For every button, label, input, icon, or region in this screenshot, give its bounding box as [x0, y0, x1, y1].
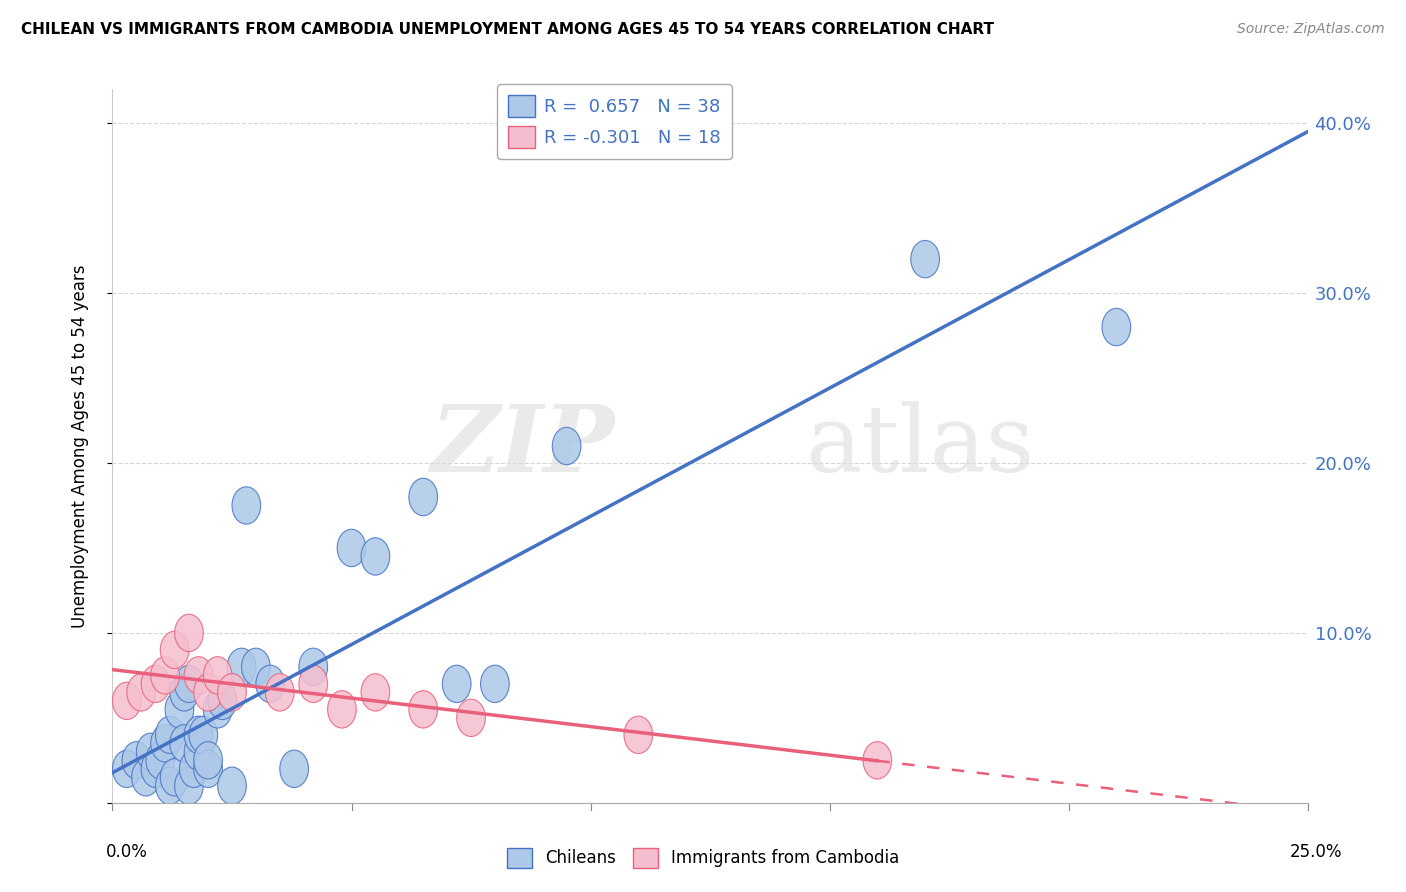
Ellipse shape: [409, 690, 437, 728]
Ellipse shape: [208, 682, 236, 720]
Ellipse shape: [194, 741, 222, 779]
Ellipse shape: [481, 665, 509, 703]
Ellipse shape: [218, 767, 246, 805]
Ellipse shape: [457, 699, 485, 737]
Ellipse shape: [280, 750, 308, 788]
Ellipse shape: [136, 733, 165, 771]
Ellipse shape: [112, 682, 141, 720]
Y-axis label: Unemployment Among Ages 45 to 54 years: Unemployment Among Ages 45 to 54 years: [70, 264, 89, 628]
Text: 25.0%: 25.0%: [1291, 843, 1343, 861]
Ellipse shape: [127, 673, 156, 711]
Ellipse shape: [184, 733, 212, 771]
Ellipse shape: [242, 648, 270, 686]
Ellipse shape: [204, 690, 232, 728]
Legend: Chileans, Immigrants from Cambodia: Chileans, Immigrants from Cambodia: [501, 841, 905, 875]
Text: atlas: atlas: [806, 401, 1035, 491]
Ellipse shape: [361, 673, 389, 711]
Ellipse shape: [911, 241, 939, 277]
Ellipse shape: [624, 716, 652, 754]
Ellipse shape: [188, 716, 218, 754]
Ellipse shape: [228, 648, 256, 686]
Ellipse shape: [132, 758, 160, 796]
Ellipse shape: [170, 673, 198, 711]
Ellipse shape: [553, 427, 581, 465]
Ellipse shape: [409, 478, 437, 516]
Ellipse shape: [337, 529, 366, 566]
Ellipse shape: [174, 615, 204, 651]
Ellipse shape: [150, 724, 180, 762]
Ellipse shape: [160, 632, 188, 669]
Ellipse shape: [194, 673, 222, 711]
Ellipse shape: [122, 741, 150, 779]
Ellipse shape: [299, 665, 328, 703]
Ellipse shape: [299, 648, 328, 686]
Ellipse shape: [204, 657, 232, 694]
Ellipse shape: [194, 750, 222, 788]
Text: 0.0%: 0.0%: [105, 843, 148, 861]
Ellipse shape: [165, 690, 194, 728]
Ellipse shape: [184, 657, 212, 694]
Text: ZIP: ZIP: [430, 401, 614, 491]
Ellipse shape: [141, 750, 170, 788]
Text: CHILEAN VS IMMIGRANTS FROM CAMBODIA UNEMPLOYMENT AMONG AGES 45 TO 54 YEARS CORRE: CHILEAN VS IMMIGRANTS FROM CAMBODIA UNEM…: [21, 22, 994, 37]
Ellipse shape: [146, 741, 174, 779]
Ellipse shape: [150, 657, 180, 694]
Text: Source: ZipAtlas.com: Source: ZipAtlas.com: [1237, 22, 1385, 37]
Ellipse shape: [218, 673, 246, 711]
Ellipse shape: [156, 716, 184, 754]
Ellipse shape: [256, 665, 284, 703]
Ellipse shape: [361, 538, 389, 575]
Ellipse shape: [174, 767, 204, 805]
Ellipse shape: [180, 750, 208, 788]
Ellipse shape: [184, 716, 212, 754]
Ellipse shape: [170, 724, 198, 762]
Legend: R =  0.657   N = 38, R = -0.301   N = 18: R = 0.657 N = 38, R = -0.301 N = 18: [498, 84, 731, 159]
Ellipse shape: [863, 741, 891, 779]
Ellipse shape: [1102, 309, 1130, 346]
Ellipse shape: [266, 673, 294, 711]
Ellipse shape: [328, 690, 356, 728]
Ellipse shape: [174, 665, 204, 703]
Ellipse shape: [232, 487, 260, 524]
Ellipse shape: [112, 750, 141, 788]
Ellipse shape: [160, 758, 188, 796]
Ellipse shape: [156, 767, 184, 805]
Ellipse shape: [141, 665, 170, 703]
Ellipse shape: [443, 665, 471, 703]
